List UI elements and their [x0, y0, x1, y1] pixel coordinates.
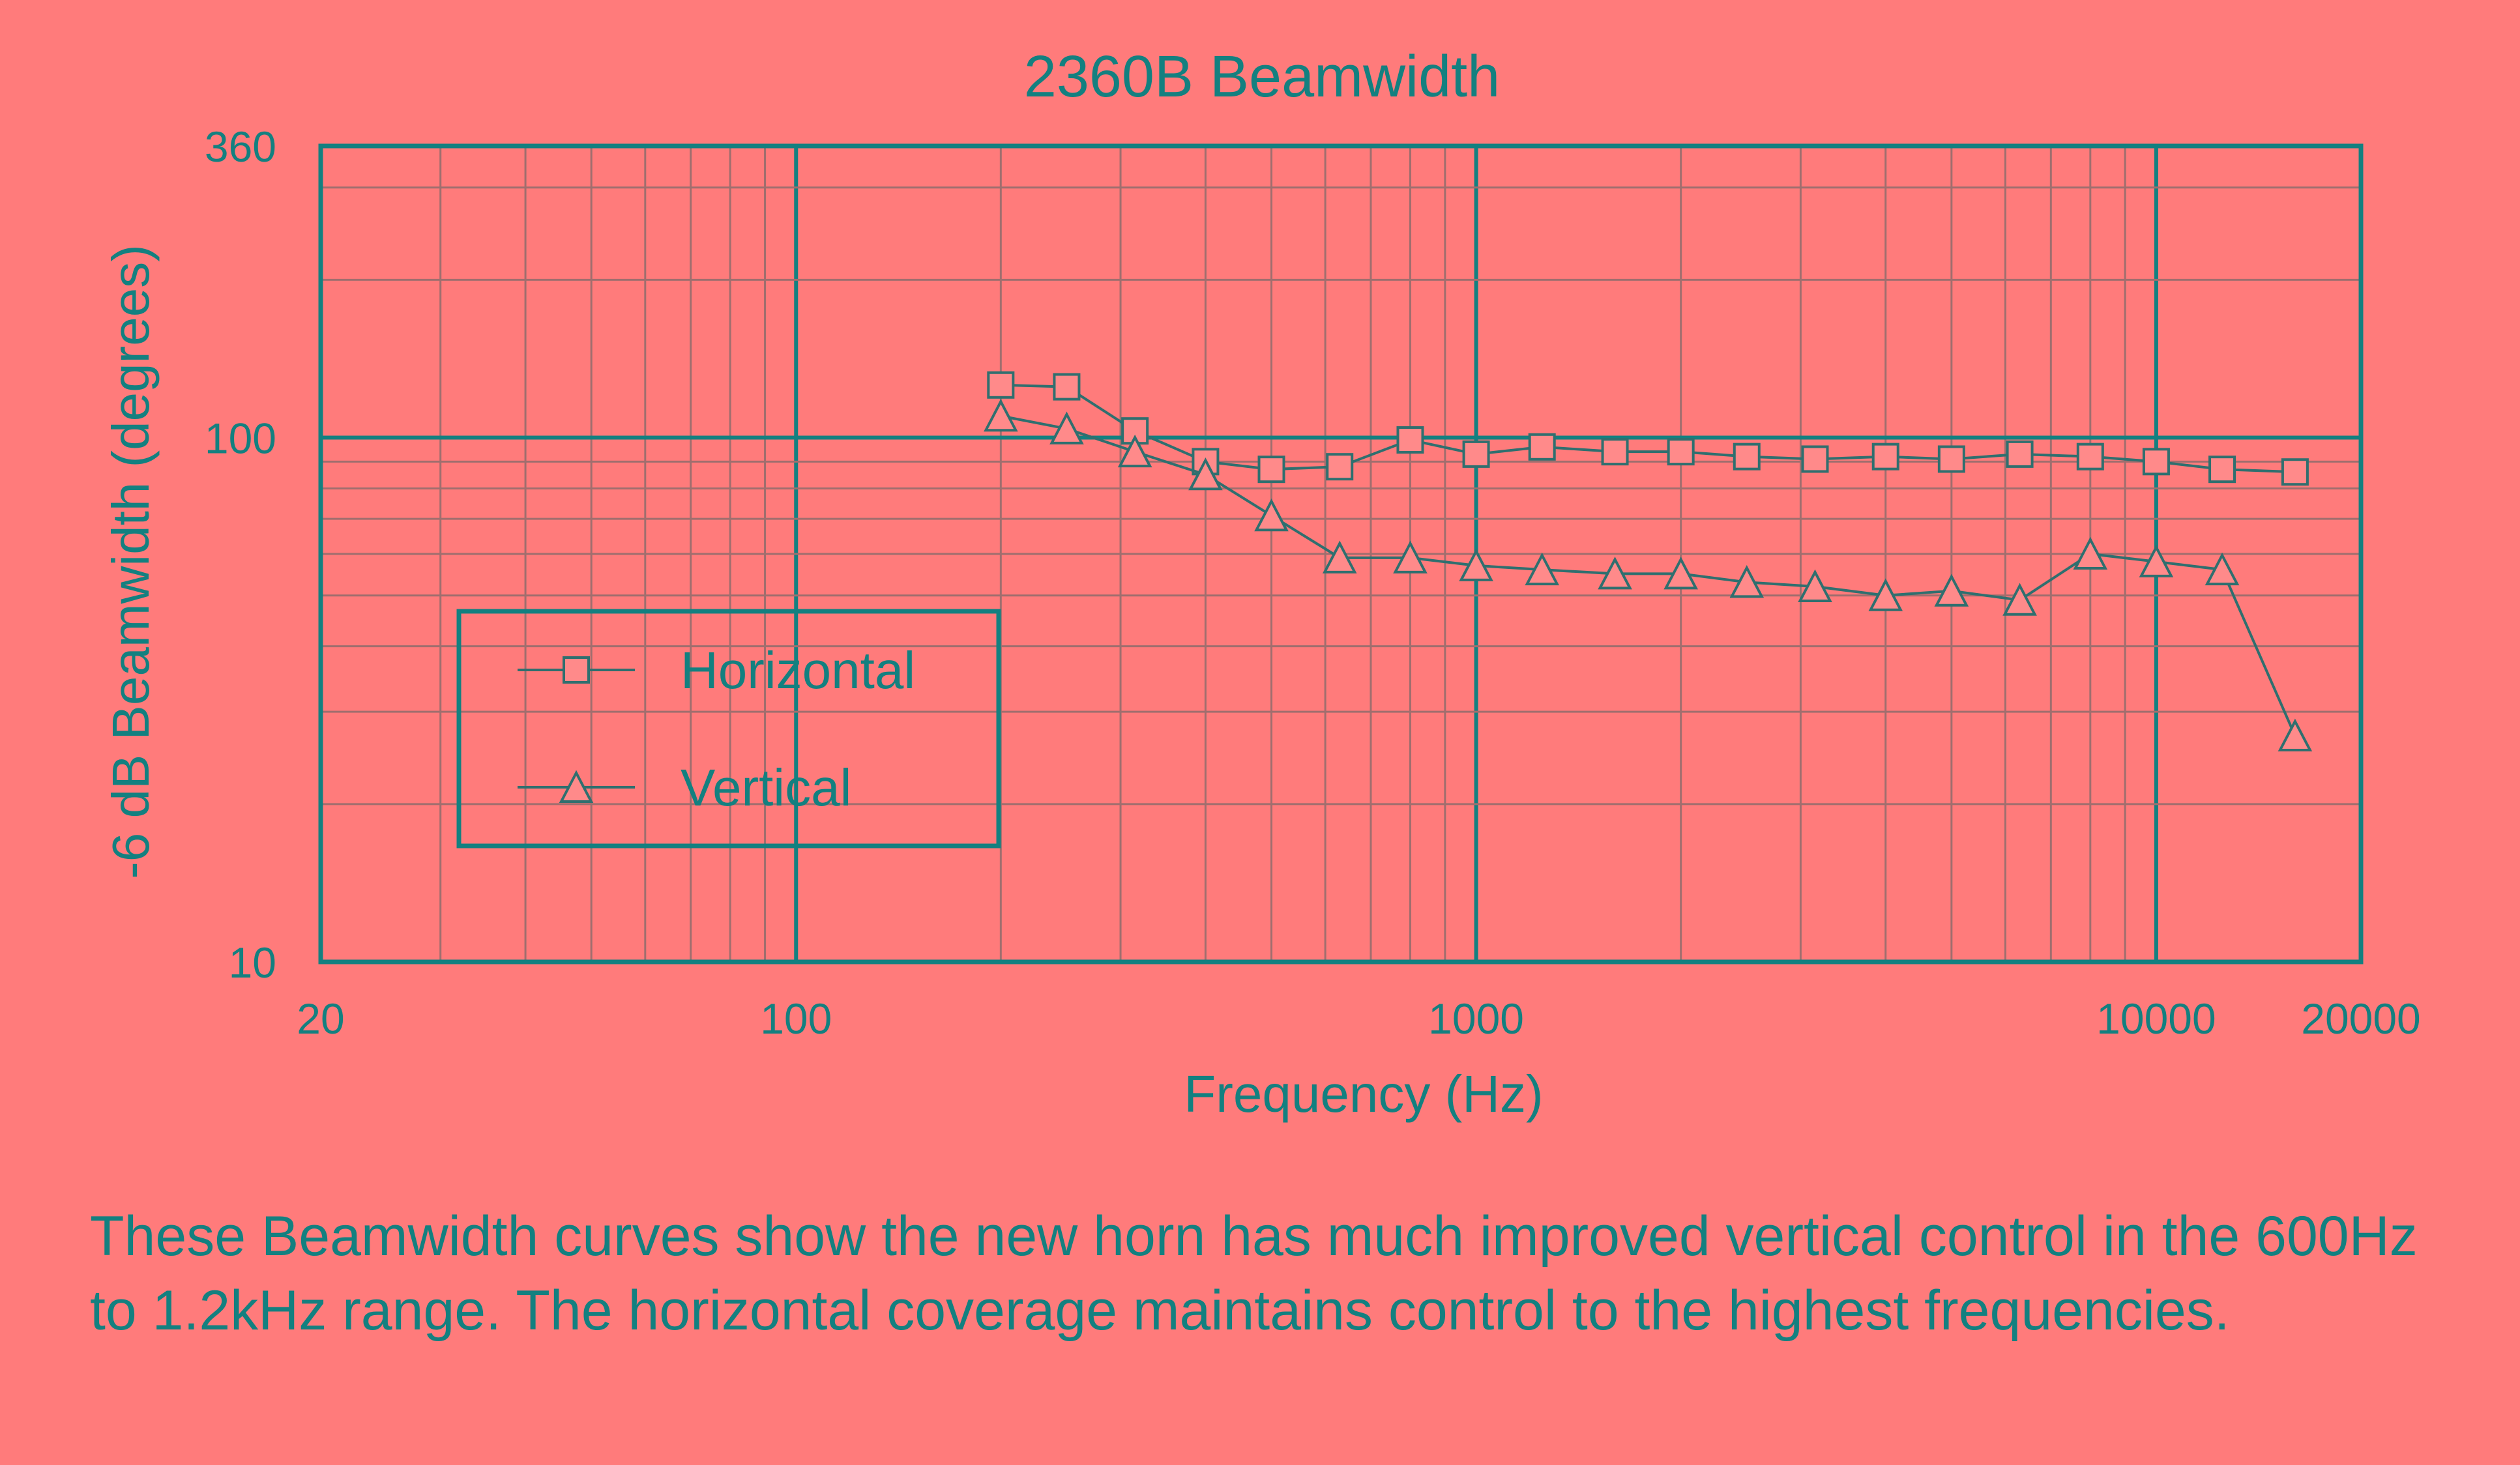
data-point-vertical [2205, 552, 2240, 586]
data-point-horizontal [1667, 438, 1695, 466]
series-vertical [984, 398, 2313, 751]
data-point-vertical [1117, 434, 1152, 468]
data-point-horizontal [1326, 453, 1354, 481]
legend: Horizontal Vertical [456, 609, 1001, 849]
data-point-horizontal [987, 371, 1015, 399]
data-point-vertical [1663, 557, 1698, 590]
data-point-vertical [2139, 544, 2174, 577]
legend-label-horizontal: Horizontal [681, 641, 915, 699]
series-group [984, 371, 2313, 751]
data-point-vertical [1188, 457, 1223, 491]
legend-marker-horizontal [563, 656, 590, 684]
data-point-horizontal [1801, 445, 1829, 473]
data-point-vertical [1525, 552, 1560, 586]
data-point-horizontal [1528, 433, 1556, 461]
caption-text: These Beamwidth curves show the new horn… [90, 1205, 2418, 1342]
data-point-horizontal [2208, 456, 2236, 484]
data-point-horizontal [2076, 442, 2104, 471]
legend-box [456, 609, 1001, 849]
data-point-horizontal [1937, 445, 1965, 473]
data-point-vertical [2278, 718, 2313, 751]
grid [321, 146, 2361, 962]
data-point-horizontal [2142, 448, 2170, 476]
plot-frame [318, 143, 2364, 965]
data-point-vertical [1459, 548, 1493, 581]
x-axis-label: Frequency (Hz) [1184, 1065, 1543, 1123]
tick-labels: 20 100 1000 10000 20000 360 100 10 [205, 123, 2421, 1043]
x-tick-label: 20000 [2301, 994, 2421, 1043]
y-tick-label: 10 [229, 938, 276, 987]
data-point-vertical [1798, 569, 1832, 602]
x-tick-label: 20 [297, 994, 344, 1043]
series-horizontal [987, 371, 2309, 486]
data-point-vertical [1729, 565, 1765, 598]
legend-marker-vertical [559, 770, 594, 803]
data-point-horizontal [1396, 426, 1424, 454]
y-tick-label: 100 [205, 414, 276, 463]
data-point-horizontal [2006, 440, 2034, 468]
data-point-vertical [1254, 498, 1289, 532]
x-tick-label: 100 [760, 994, 832, 1043]
data-point-horizontal [1053, 373, 1081, 401]
data-point-vertical [1322, 540, 1357, 573]
data-point-horizontal [2281, 458, 2309, 486]
data-point-horizontal [1601, 438, 1629, 466]
data-point-vertical [1868, 578, 1903, 611]
data-point-horizontal [1733, 442, 1761, 471]
data-point-vertical [2002, 583, 2037, 616]
data-point-vertical [984, 398, 1018, 432]
data-point-horizontal [1257, 456, 1285, 484]
data-point-vertical [1049, 411, 1084, 444]
y-tick-label: 360 [205, 123, 276, 171]
x-tick-label: 1000 [1428, 994, 1524, 1043]
data-point-horizontal [1871, 442, 1899, 471]
data-point-vertical [1393, 540, 1428, 573]
y-axis-label: -6 dB Beamwidth (degrees) [102, 244, 160, 879]
chart-title: 2360B Beamwidth [1024, 44, 1500, 109]
x-tick-label: 10000 [2096, 994, 2216, 1043]
data-point-vertical [1598, 557, 1632, 590]
data-point-horizontal [1462, 440, 1490, 468]
data-point-vertical [1934, 573, 1969, 607]
data-point-vertical [2073, 536, 2108, 570]
legend-label-vertical: Vertical [681, 759, 851, 817]
